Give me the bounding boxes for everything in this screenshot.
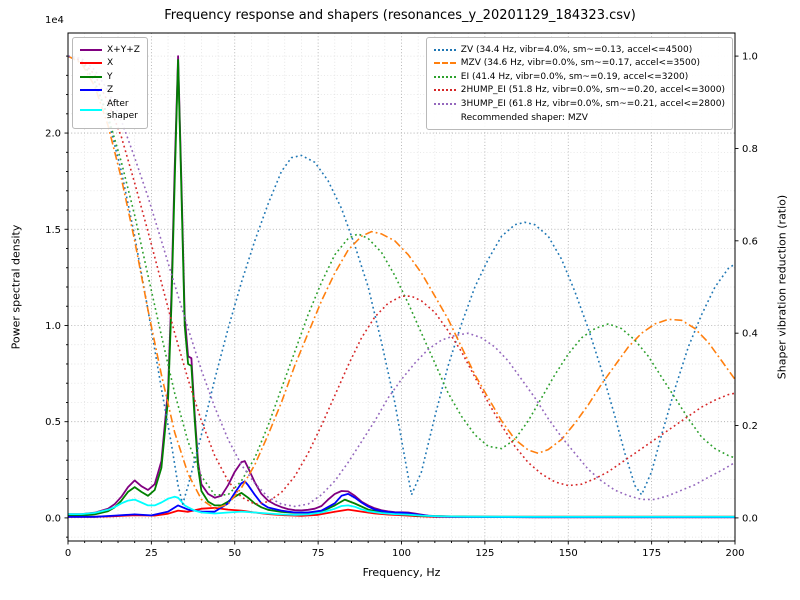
line-swatch-2hump-ei — [433, 89, 456, 92]
legend-label: Z — [107, 85, 114, 96]
psd-curves — [68, 55, 735, 519]
svg-text:0.6: 0.6 — [742, 236, 758, 247]
legend-item: 2HUMP_EI (51.8 Hz, vibr=0.0%, sm~=0.20, … — [433, 84, 725, 96]
tick-marks — [64, 55, 739, 545]
legend-item: MZV (34.6 Hz, vibr=0.0%, sm~=0.17, accel… — [433, 57, 725, 69]
svg-text:1.0: 1.0 — [742, 52, 758, 63]
svg-text:175: 175 — [642, 548, 661, 559]
legend-label: MZV (34.6 Hz, vibr=0.0%, sm~=0.17, accel… — [460, 58, 700, 69]
legend-item: X — [80, 57, 140, 69]
svg-text:200: 200 — [725, 548, 744, 559]
legend-item: Y — [80, 71, 140, 83]
tick-labels: 0 25 50 75 100 125 150 175 200 0.0 0.5 1.0 1.5 2.0 0.0… — [45, 52, 758, 559]
line-swatch-z — [80, 89, 102, 92]
svg-text:1.0: 1.0 — [45, 321, 61, 332]
legend-item: Z — [80, 84, 140, 96]
chart-title: Frequency response and shapers (resonanc… — [164, 8, 636, 23]
shaper-legend: ZV (34.4 Hz, vibr=4.0%, sm~=0.13, accel<… — [425, 37, 733, 131]
line-swatch-mzv — [433, 62, 456, 65]
legend-item: After shaper — [80, 98, 140, 122]
line-swatch-zv — [433, 48, 456, 51]
svg-text:0: 0 — [65, 548, 71, 559]
line-swatch-3hump-ei — [433, 103, 456, 106]
legend-label: X+Y+Z — [107, 44, 140, 55]
legend-item: X+Y+Z — [80, 44, 140, 56]
legend-label: Y — [107, 71, 113, 82]
legend-note-label: Recommended shaper: MZV — [460, 112, 588, 123]
svg-text:0.2: 0.2 — [742, 421, 758, 432]
line-swatch-y — [80, 75, 102, 78]
legend-label: ZV (34.4 Hz, vibr=4.0%, sm~=0.13, accel<… — [460, 44, 693, 55]
y-axis-label-right: Shaper vibration reduction (ratio) — [775, 194, 789, 380]
x-axis-label: Frequency, Hz — [362, 566, 441, 579]
svg-text:1.5: 1.5 — [45, 225, 61, 236]
svg-text:50: 50 — [228, 548, 241, 559]
line-swatch-after-shaper — [80, 109, 102, 112]
y-axis-offset-label: 1e4 — [45, 15, 64, 26]
svg-text:0.0: 0.0 — [742, 513, 758, 524]
svg-text:125: 125 — [475, 548, 494, 559]
line-swatch-ei — [433, 75, 456, 78]
svg-text:2.0: 2.0 — [45, 129, 61, 140]
legend-item: 3HUMP_EI (61.8 Hz, vibr=0.0%, sm~=0.21, … — [433, 98, 725, 110]
psd-legend: X+Y+Z X Y Z After shaper — [72, 37, 148, 129]
svg-text:0.5: 0.5 — [45, 417, 61, 428]
svg-text:75: 75 — [312, 548, 325, 559]
shaper-curves — [68, 55, 735, 510]
legend-label: X — [107, 58, 114, 69]
svg-text:100: 100 — [392, 548, 411, 559]
legend-label: 3HUMP_EI (61.8 Hz, vibr=0.0%, sm~=0.21, … — [460, 99, 725, 110]
svg-text:0.0: 0.0 — [45, 513, 61, 524]
recommended-shaper-note: Recommended shaper: MZV — [434, 112, 725, 124]
legend-label: EI (41.4 Hz, vibr=0.0%, sm~=0.19, accel<… — [460, 71, 689, 82]
svg-text:150: 150 — [559, 548, 578, 559]
svg-text:0.4: 0.4 — [742, 329, 758, 340]
line-swatch-x — [80, 62, 102, 65]
legend-item: EI (41.4 Hz, vibr=0.0%, sm~=0.19, accel<… — [433, 71, 725, 83]
line-swatch-xyz — [80, 48, 102, 51]
y-axis-label-left: Power spectral density — [9, 224, 23, 350]
legend-label: After shaper — [107, 99, 138, 122]
svg-text:25: 25 — [145, 548, 158, 559]
legend-item: ZV (34.4 Hz, vibr=4.0%, sm~=0.13, accel<… — [433, 44, 725, 56]
svg-text:0.8: 0.8 — [742, 144, 758, 155]
legend-label: 2HUMP_EI (51.8 Hz, vibr=0.0%, sm~=0.20, … — [460, 85, 725, 96]
